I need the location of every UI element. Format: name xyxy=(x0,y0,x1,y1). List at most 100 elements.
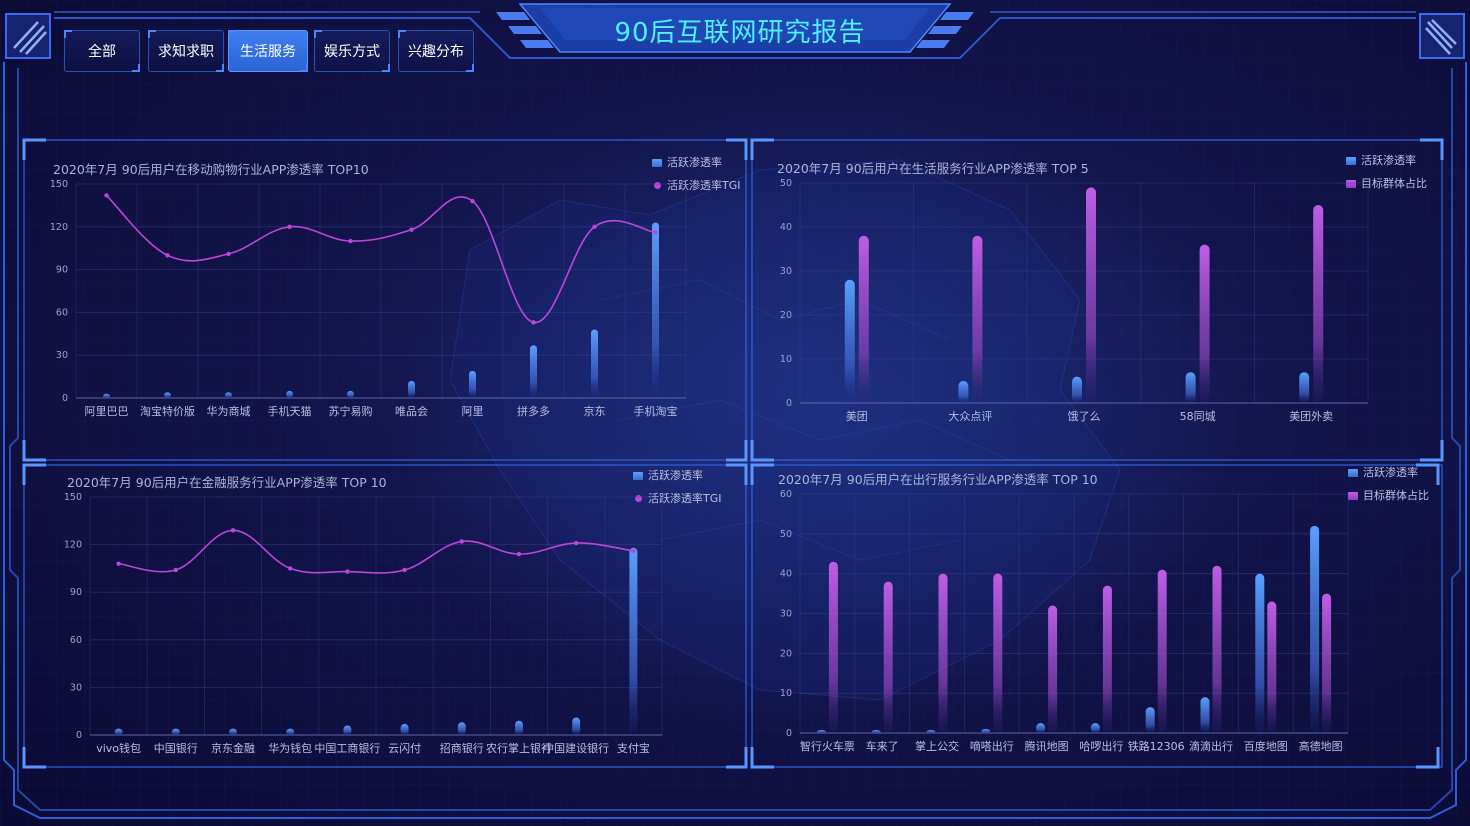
bar xyxy=(871,730,881,733)
x-tick-label: 华为钱包 xyxy=(268,741,312,755)
chart-title: 2020年7月 90后用户在生活服务行业APP渗透率 TOP 5 xyxy=(777,161,1089,176)
bar xyxy=(1036,723,1046,733)
x-tick-label: 车来了 xyxy=(866,739,899,753)
y-tick-label: 0 xyxy=(786,398,792,409)
line-point xyxy=(409,227,414,232)
chart-panel-shopping: 2020年7月 90后用户在移动购物行业APP渗透率 TOP10 活跃渗透率 活… xyxy=(24,140,746,460)
bar xyxy=(972,235,983,403)
y-tick-label: 0 xyxy=(786,728,792,739)
legend-item[interactable]: 目标群体占比 xyxy=(1346,177,1427,200)
x-tick-label: 铁路12306 xyxy=(1128,740,1185,753)
x-tick-label: 58同城 xyxy=(1180,410,1216,423)
y-tick-label: 30 xyxy=(780,266,792,277)
line-point xyxy=(173,567,178,573)
bar xyxy=(1299,372,1310,403)
x-tick-label: 淘宝特价版 xyxy=(140,404,195,418)
chart-canvas: 0 10 20 30 40 50 60 智行火车票 车来了 掌上公交 嘀嗒出行 腾讯地图 哈啰出行 铁路1… xyxy=(780,489,1349,753)
tab-study-job[interactable]: 求知求职 xyxy=(148,30,224,72)
y-tick-label: 30 xyxy=(70,682,82,693)
bar xyxy=(103,393,110,398)
bar xyxy=(1157,569,1167,733)
chart-canvas: 0 30 60 90 120 150 vivo钱包 中国银行 京东金融 华为钱包 中国工商银行 云闪付… xyxy=(64,492,663,755)
y-tick-label: 0 xyxy=(76,730,82,741)
y-tick-label: 30 xyxy=(56,350,68,361)
legend-label: 活跃渗透率TGI xyxy=(648,492,722,505)
y-tick-label: 50 xyxy=(780,529,792,540)
chart-title: 2020年7月 90后用户在金融服务行业APP渗透率 TOP 10 xyxy=(67,475,387,490)
x-tick-label: 京东 xyxy=(584,404,606,418)
bar xyxy=(1310,525,1320,733)
bar xyxy=(981,729,991,733)
x-tick-label: 云闪付 xyxy=(388,741,421,755)
chart-title: 2020年7月 90后用户在移动购物行业APP渗透率 TOP10 xyxy=(53,162,369,177)
bar xyxy=(958,381,969,403)
line-point xyxy=(165,253,170,258)
bar xyxy=(1267,601,1277,733)
bar xyxy=(343,725,352,735)
tab-life-service[interactable]: 生活服务 xyxy=(228,30,308,72)
chart-legend: 活跃渗透率 目标群体占比 xyxy=(1346,154,1427,200)
legend-item[interactable]: 活跃渗透率TGI xyxy=(652,179,741,202)
chart-panel-travel: 2020年7月 90后用户在出行服务行业APP渗透率 TOP 10 活跃渗透率 … xyxy=(752,465,1438,767)
x-tick-label: 手机天猫 xyxy=(268,404,312,418)
bar xyxy=(1102,585,1112,733)
line-point xyxy=(104,193,109,198)
line-point xyxy=(516,551,522,557)
y-tick-label: 20 xyxy=(780,648,792,659)
bar xyxy=(858,235,869,403)
bar xyxy=(1199,244,1210,403)
bar xyxy=(286,390,293,398)
x-tick-label: 滴滴出行 xyxy=(1189,739,1233,753)
line-point xyxy=(348,238,353,244)
bar xyxy=(515,720,523,735)
y-tick-label: 90 xyxy=(70,587,82,598)
legend-swatch xyxy=(1348,492,1358,500)
bar xyxy=(164,392,171,398)
x-tick-label: 百度地图 xyxy=(1244,739,1288,753)
y-tick-label: 20 xyxy=(780,310,792,321)
legend-label: 活跃渗透率TGI xyxy=(667,179,741,192)
legend-item[interactable]: 活跃渗透率 xyxy=(652,156,741,179)
bar xyxy=(457,722,466,735)
bar xyxy=(400,723,409,735)
legend-swatch xyxy=(1346,180,1356,188)
bar xyxy=(816,730,826,733)
line-point xyxy=(287,224,292,229)
legend-item[interactable]: 活跃渗透率TGI xyxy=(633,492,722,515)
bar xyxy=(591,329,598,398)
legend-item[interactable]: 活跃渗透率 xyxy=(633,469,722,492)
line-point xyxy=(653,230,658,235)
x-tick-label: 阿里 xyxy=(462,405,484,418)
line-point xyxy=(226,251,231,257)
bar xyxy=(572,717,581,735)
legend-item[interactable]: 目标群体占比 xyxy=(1348,489,1429,512)
x-tick-label: 高德地图 xyxy=(1299,739,1343,753)
tab-all[interactable]: 全部 xyxy=(64,30,140,72)
tab-entertainment[interactable]: 娱乐方式 xyxy=(314,30,390,72)
legend-item[interactable]: 活跃渗透率 xyxy=(1348,466,1429,489)
y-tick-label: 120 xyxy=(50,222,68,233)
legend-swatch xyxy=(1348,469,1358,477)
y-tick-label: 90 xyxy=(56,265,68,276)
bar xyxy=(1090,723,1100,733)
y-tick-label: 60 xyxy=(56,307,68,318)
bar xyxy=(286,728,295,735)
x-tick-label: 大众点评 xyxy=(948,409,992,423)
x-tick-label: 哈啰出行 xyxy=(1079,739,1123,753)
tab-interest[interactable]: 兴趣分布 xyxy=(398,30,474,72)
x-tick-label: 中国银行 xyxy=(154,741,198,755)
bar xyxy=(652,222,659,398)
line-point xyxy=(531,320,536,325)
x-tick-label: 美团外卖 xyxy=(1289,410,1333,423)
x-tick-label: 腾讯地图 xyxy=(1025,739,1069,753)
bar xyxy=(229,728,237,735)
legend-item[interactable]: 活跃渗透率 xyxy=(1346,154,1427,177)
chart-legend: 活跃渗透率 活跃渗透率TGI xyxy=(633,469,722,515)
line-point xyxy=(116,561,121,566)
x-tick-label: 智行火车票 xyxy=(800,739,855,753)
legend-swatch xyxy=(633,472,643,480)
bar xyxy=(171,728,180,735)
bar xyxy=(469,370,476,398)
line-point xyxy=(631,548,636,554)
bar xyxy=(225,392,232,398)
